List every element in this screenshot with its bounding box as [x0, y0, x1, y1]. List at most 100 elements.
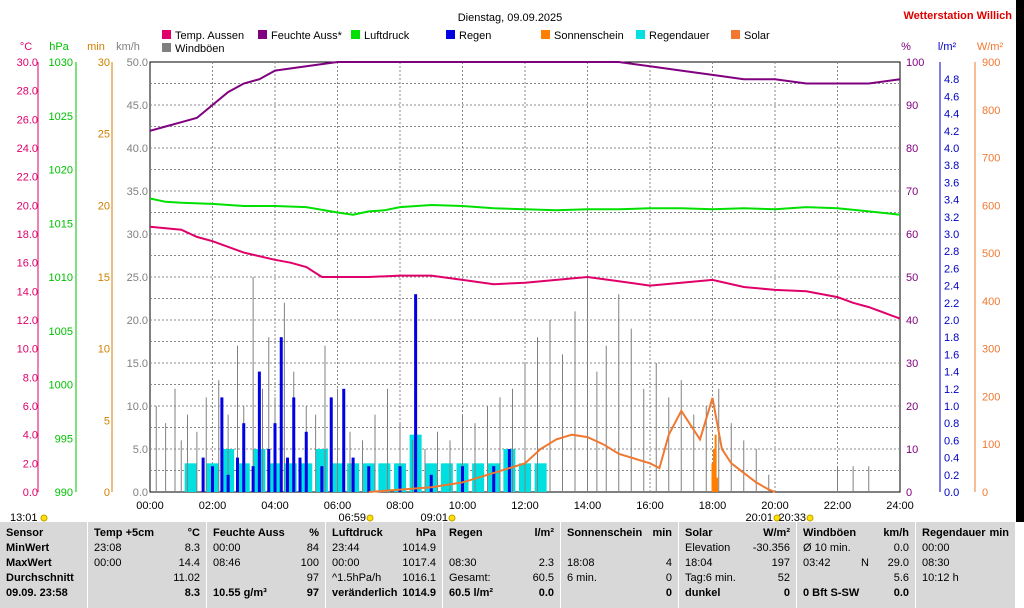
- wind-tick-label: 15.0: [127, 358, 148, 370]
- stats-cell-label: 00:00: [922, 542, 950, 554]
- luftdruck-line: [149, 197, 901, 216]
- stats-cell-label: Ø 10 min.: [803, 542, 851, 554]
- solar-tick-label: 600: [982, 200, 1000, 212]
- weather-chart: Dienstag, 09.09.2025 Wetterstation Willi…: [10, 0, 1024, 522]
- temp-tick-label: 16.0: [17, 258, 38, 270]
- stats-rain-head: Regen l/m²: [449, 527, 554, 541]
- regen-bar: [507, 449, 511, 492]
- temp-tick-label: 6.0: [23, 401, 38, 413]
- temp-tick-label: 12.0: [17, 315, 38, 327]
- axis-unit-label: W/m²: [977, 41, 1004, 53]
- stats-head-label: Windböen: [803, 527, 857, 539]
- stats-cell-label: 08:30: [922, 557, 950, 569]
- sun-icon: [366, 514, 374, 522]
- stats-cell-value: 8.3: [184, 587, 200, 599]
- stats-cell-label: 18:04: [685, 557, 713, 569]
- sun-icon: [448, 514, 456, 522]
- feuchte-auss-line: [149, 61, 901, 132]
- humidity-tick-label: 30: [906, 358, 918, 370]
- time-tick-label: 04:00: [261, 500, 289, 512]
- stats-cell-value: 0: [665, 572, 672, 584]
- solar-tick-label: 300: [982, 344, 1000, 356]
- stats-wind-row: Ø 10 min. 0.0: [803, 542, 909, 556]
- stats-humidity-row: 08:46 100: [213, 557, 319, 571]
- rain-tick-label: 3.8: [944, 160, 959, 172]
- stats-cell-label: 10.55 g/m³: [213, 587, 267, 599]
- rain-tick-label: 0.6: [944, 435, 959, 447]
- stats-cell-label: 03:42: [803, 557, 831, 569]
- stats-cell-value: 0: [665, 587, 672, 599]
- time-tick-label: 16:00: [636, 500, 664, 512]
- stats-head-unit: %: [309, 527, 319, 539]
- time-tick-label: 24:00: [886, 500, 914, 512]
- temp-tick-label: 8.0: [23, 372, 38, 384]
- wind-tick-label: 0.0: [133, 487, 148, 499]
- regen-bar: [329, 397, 333, 492]
- stats-cell-value: 0.0: [538, 587, 554, 599]
- minutes-tick-label: 10: [98, 344, 110, 356]
- legend-swatch: [541, 30, 550, 39]
- stats-head-unit: l/m²: [534, 527, 554, 539]
- stats-rainduration-row: [922, 587, 1009, 601]
- rain-tick-label: 4.0: [944, 143, 959, 155]
- stats-humidity-row: 10.55 g/m³ 97: [213, 587, 319, 601]
- rain-tick-label: 3.6: [944, 177, 959, 189]
- axis-unit-label: %: [901, 41, 911, 53]
- humidity-tick-label: 80: [906, 143, 918, 155]
- stats-cell-label: 23:08: [94, 542, 122, 554]
- stats-sunshine-row: 6 min. 0: [567, 572, 672, 586]
- stats-sunshine-row: 0: [567, 587, 672, 601]
- temp-tick-label: 24.0: [17, 143, 38, 155]
- stats-sensor-current: 09.09. 23:58: [6, 587, 68, 599]
- stats-cell-value: 0: [783, 587, 790, 599]
- temp-tick-label: 2.0: [23, 458, 38, 470]
- regen-bar: [292, 397, 296, 492]
- time-tick-label: 20:00: [761, 500, 789, 512]
- stats-sensor: Sensor MinWert MaxWert Durchschnitt 09.0…: [0, 522, 88, 608]
- stats-rain-row: 60.5 l/m² 0.0: [449, 587, 554, 601]
- wind-tick-label: 10.0: [127, 401, 148, 413]
- axis-unit-label: l/m²: [938, 41, 957, 53]
- pressure-tick-label: 1015: [49, 218, 73, 230]
- stats-head-unit: °C: [187, 527, 200, 539]
- regendauer-bar: [378, 463, 391, 492]
- stats-rain: Regen l/m² 08:30 2.3 Gesamt: 60.5 60.5 l/m² 0.0: [443, 522, 561, 608]
- time-tick-label: 22:00: [824, 500, 852, 512]
- humidity-tick-label: 10: [906, 444, 918, 456]
- temp-tick-label: 18.0: [17, 229, 38, 241]
- stats-cell-label: Gesamt:: [449, 572, 491, 584]
- stats-wind-row: 0 Bft S-SW 0.0: [803, 587, 909, 601]
- chart-title: Dienstag, 09.09.2025: [458, 12, 563, 24]
- regen-bar: [320, 466, 324, 492]
- wind-tick-label: 50.0: [127, 57, 148, 69]
- solar-line: [368, 397, 776, 493]
- regendauer-bar: [534, 463, 547, 492]
- wind-tick-label: 40.0: [127, 143, 148, 155]
- time-tick-label: 00:00: [136, 500, 164, 512]
- minutes-tick-label: 20: [98, 200, 110, 212]
- sun-marker-label: 20:33: [778, 512, 806, 522]
- regen-bar: [267, 449, 271, 492]
- wind-tick-label: 5.0: [133, 444, 148, 456]
- sun-marker-label: 09:01: [420, 512, 448, 522]
- legend-swatch: [162, 30, 171, 39]
- right-edge-bar: [1016, 0, 1024, 522]
- regen-bar: [298, 457, 302, 492]
- stats-cell-value: 0.0: [893, 587, 909, 599]
- legend-label: Regen: [459, 30, 491, 42]
- pressure-tick-label: 1005: [49, 326, 73, 338]
- rain-tick-label: 1.2: [944, 384, 959, 396]
- stats-sensor-avg: Durchschnitt: [6, 572, 74, 584]
- rain-tick-label: 1.0: [944, 401, 959, 413]
- minutes-tick-label: 5: [104, 415, 110, 427]
- regen-bar: [367, 466, 371, 492]
- stats-pressure-head: Luftdruck hPa: [332, 527, 436, 541]
- rain-tick-label: 3.0: [944, 229, 959, 241]
- stats-cell-label: 00:00: [332, 557, 360, 569]
- sun-icon: [40, 514, 48, 522]
- humidity-tick-label: 40: [906, 315, 918, 327]
- stats-cell-value: 2.3: [538, 557, 554, 569]
- stats-sunshine: Sonnenschein min 18:08 4 6 min. 0 0: [561, 522, 679, 608]
- stats-cell-value: 1017.4: [402, 557, 436, 569]
- legend-swatch: [258, 30, 267, 39]
